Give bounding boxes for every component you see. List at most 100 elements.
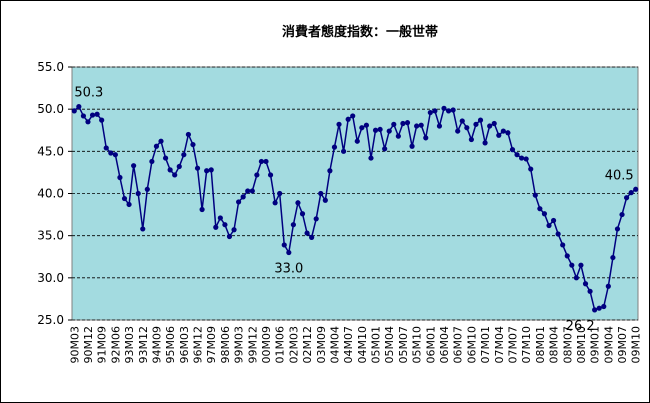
point [564,253,570,259]
x-tick-label: 07M01 [479,326,492,364]
x-tick-label: 93M12 [137,326,150,364]
y-tick-label: 35.0 [37,229,64,243]
point [153,143,160,149]
point [509,147,516,153]
point [569,262,575,268]
y-tick-label: 25.0 [37,313,64,327]
point [464,125,470,131]
point [135,190,141,197]
point [368,155,374,161]
point [528,166,534,172]
point [372,127,379,133]
point [304,230,310,236]
point [131,163,137,169]
point [633,186,639,192]
point [204,168,210,174]
point [272,200,278,206]
x-tick-label: 00M09 [260,326,273,364]
point [473,121,479,127]
x-tick-label: 09M01 [589,326,602,364]
point [277,190,283,197]
point [354,138,360,144]
point [546,222,552,229]
point [112,152,118,158]
point [477,117,484,123]
point [240,194,246,200]
x-tick-label: 06M10 [465,326,478,364]
x-tick-label: 02M12 [301,326,314,364]
x-tick-label: 96M12 [192,326,205,364]
x-tick-label: 01M06 [274,326,287,364]
point [386,128,392,134]
x-tick-label: 92M06 [109,326,122,364]
x-tick-label: 99M03 [233,326,246,364]
point [162,155,169,161]
point [423,135,429,141]
point [505,130,511,136]
point [249,188,255,194]
point [441,105,447,111]
point [592,307,598,313]
point [299,211,306,217]
point [555,231,561,237]
x-tick-label: 08M04 [548,326,561,364]
point [167,167,173,173]
point [286,249,292,256]
x-tick-label: 93M03 [123,326,136,364]
point [149,158,155,165]
point [587,288,593,294]
point [199,206,205,213]
x-tick-label: 94M09 [150,326,163,364]
point [258,158,265,165]
x-tick-label: 05M07 [397,326,410,364]
point [363,122,370,128]
x-tick-label: 09M07 [616,326,629,364]
x-tick-label: 05M04 [383,326,396,364]
point [487,123,493,129]
point [560,242,566,248]
point [126,201,132,208]
point [345,116,351,122]
point [491,120,497,127]
point [619,211,625,218]
point [231,227,237,233]
point [226,233,233,240]
point [578,262,584,268]
point [103,145,109,151]
point [281,242,287,248]
point [108,150,114,156]
point [605,283,611,289]
x-tick-label: 04M07 [342,326,355,364]
y-tick-label: 50.0 [37,102,64,116]
x-tick-label: 05M10 [411,326,424,364]
point [313,216,319,222]
x-tick-label: 08M10 [575,326,588,364]
point [455,128,461,134]
data-label: 33.0 [274,262,303,277]
x-tick-label: 90M12 [82,326,95,364]
y-tick-label: 55.0 [37,60,64,74]
point [190,141,196,148]
point [144,186,150,192]
y-tick-label: 40.0 [37,187,64,201]
point [601,303,607,310]
point [71,108,77,114]
point [331,144,338,150]
data-label: 50.3 [74,86,103,101]
point [318,190,324,197]
x-tick-label: 96M03 [178,326,191,364]
point [85,119,91,125]
point [121,195,128,202]
point [254,172,260,178]
point [217,215,223,221]
point [99,117,105,123]
x-tick-label: 09M10 [630,326,643,364]
point [395,133,401,139]
point [176,163,182,170]
point [409,143,415,149]
x-tick-label: 03M09 [315,326,328,364]
x-tick-label: 98M06 [219,326,232,364]
point [628,190,634,196]
x-tick-label: 08M07 [561,326,574,364]
